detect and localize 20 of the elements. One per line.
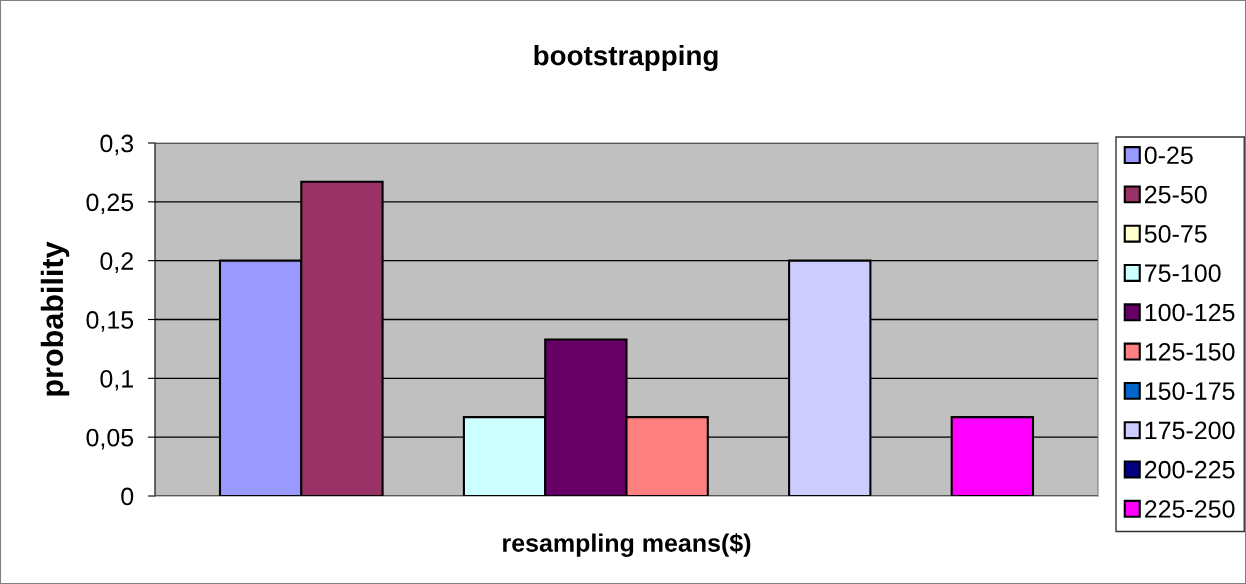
- x-axis-title: resampling means($): [503, 533, 751, 557]
- legend-label: 100-125: [1145, 303, 1235, 322]
- y-axis-title: probability: [40, 241, 70, 396]
- legend-label: 0-25: [1144, 146, 1193, 165]
- y-tick-label: 0: [121, 487, 134, 506]
- y-tick-label: 0,05: [86, 428, 134, 450]
- chart-title: bootstrapping: [534, 44, 718, 72]
- legend-label: 225-250: [1145, 500, 1235, 518]
- y-tick-label: 0,1: [100, 369, 133, 391]
- legend-label: 200-225: [1145, 460, 1235, 479]
- legend-label: 25-50: [1145, 185, 1207, 204]
- y-tick-label: 0,2: [100, 252, 133, 273]
- legend-label: 75-100: [1145, 264, 1221, 283]
- y-tick-label: 0,15: [86, 311, 134, 332]
- legend-label: 50-75: [1144, 225, 1207, 243]
- y-tick-label: 0,3: [100, 134, 134, 156]
- y-tick-label: 0,25: [86, 193, 134, 215]
- legend-label: 150-175: [1145, 382, 1235, 400]
- legend-label: 175-200: [1145, 421, 1235, 440]
- legend-label: 125-150: [1145, 342, 1235, 361]
